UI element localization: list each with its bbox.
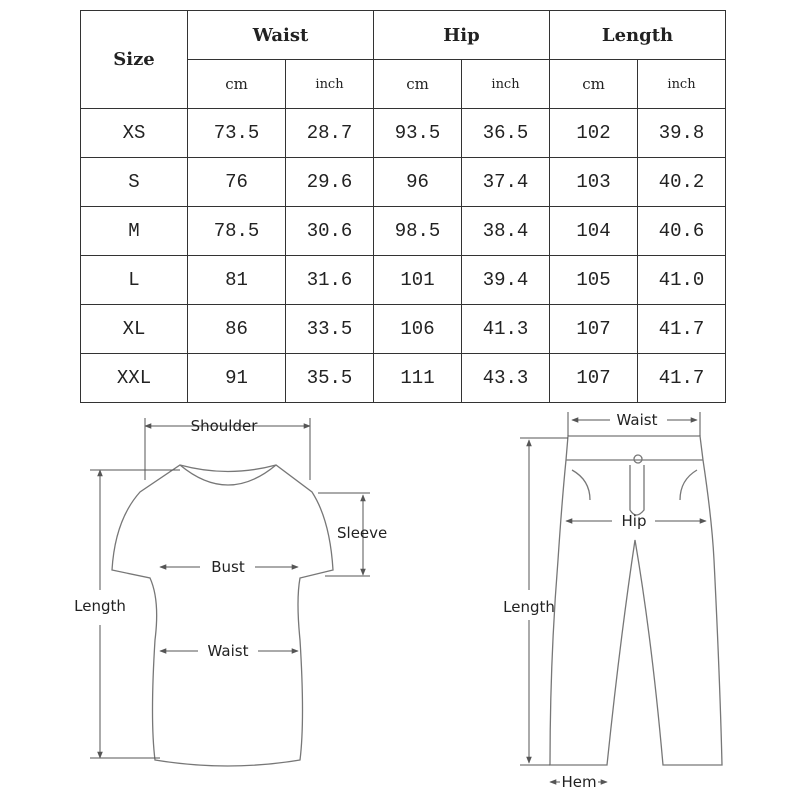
value-cell: 105 [549, 255, 638, 305]
label-bust: Bust [211, 558, 245, 576]
value-cell: 76 [187, 157, 286, 207]
value-cell: 29.6 [285, 157, 374, 207]
label-shirt-length: Length [74, 597, 126, 615]
tshirt-diagram [111, 464, 334, 767]
label-pants-hem: Hem [561, 773, 596, 791]
value-cell: 98.5 [373, 206, 462, 256]
value-cell: 35.5 [285, 353, 374, 403]
value-cell: 107 [549, 353, 638, 403]
unit-header: cm [373, 59, 462, 109]
group-header-length: Length [549, 10, 726, 60]
unit-header: cm [549, 59, 638, 109]
label-pants-hip: Hip [622, 512, 647, 530]
size-header: Size [80, 10, 188, 109]
pants-diagram [549, 435, 723, 766]
value-cell: 107 [549, 304, 638, 354]
unit-header: inch [461, 59, 550, 109]
label-pants-length: Length [503, 598, 555, 616]
table-row: XXL 91 35.5 111 43.3 107 41.7 [80, 353, 726, 403]
value-cell: 41.0 [637, 255, 726, 305]
value-cell: 40.2 [637, 157, 726, 207]
value-cell: 33.5 [285, 304, 374, 354]
value-cell: 43.3 [461, 353, 550, 403]
value-cell: 38.4 [461, 206, 550, 256]
value-cell: 106 [373, 304, 462, 354]
value-cell: 37.4 [461, 157, 550, 207]
label-pants-waist: Waist [617, 411, 658, 429]
value-cell: 31.6 [285, 255, 374, 305]
value-cell: 30.6 [285, 206, 374, 256]
unit-header: inch [637, 59, 726, 109]
tshirt-collar [179, 464, 277, 486]
pants-button [633, 454, 643, 464]
table-row: XL 86 33.5 106 41.3 107 41.7 [80, 304, 726, 354]
value-cell: 101 [373, 255, 462, 305]
group-header-waist: Waist [187, 10, 374, 60]
value-cell: 86 [187, 304, 286, 354]
pants-outline [549, 435, 723, 766]
value-cell: 102 [549, 108, 638, 158]
tshirt-outline [111, 464, 334, 767]
label-shoulder: Shoulder [191, 417, 259, 435]
value-cell: 91 [187, 353, 286, 403]
pants-pocket-right [679, 469, 698, 501]
pants-pocket-left [571, 469, 591, 501]
value-cell: 41.7 [637, 353, 726, 403]
value-cell: 104 [549, 206, 638, 256]
value-cell: 36.5 [461, 108, 550, 158]
value-cell: 73.5 [187, 108, 286, 158]
size-cell: XXL [80, 353, 188, 403]
label-shirt-waist: Waist [208, 642, 249, 660]
value-cell: 39.4 [461, 255, 550, 305]
value-cell: 41.3 [461, 304, 550, 354]
table-row: XS 73.5 28.7 93.5 36.5 102 39.8 [80, 108, 726, 158]
value-cell: 93.5 [373, 108, 462, 158]
table-row: L 81 31.6 101 39.4 105 41.0 [80, 255, 726, 305]
size-chart-table: Size Waist Hip Length cm inch cm inch cm… [80, 10, 726, 403]
value-cell: 39.8 [637, 108, 726, 158]
label-sleeve: Sleeve [337, 524, 387, 542]
value-cell: 111 [373, 353, 462, 403]
value-cell: 40.6 [637, 206, 726, 256]
value-cell: 81 [187, 255, 286, 305]
size-cell: XS [80, 108, 188, 158]
